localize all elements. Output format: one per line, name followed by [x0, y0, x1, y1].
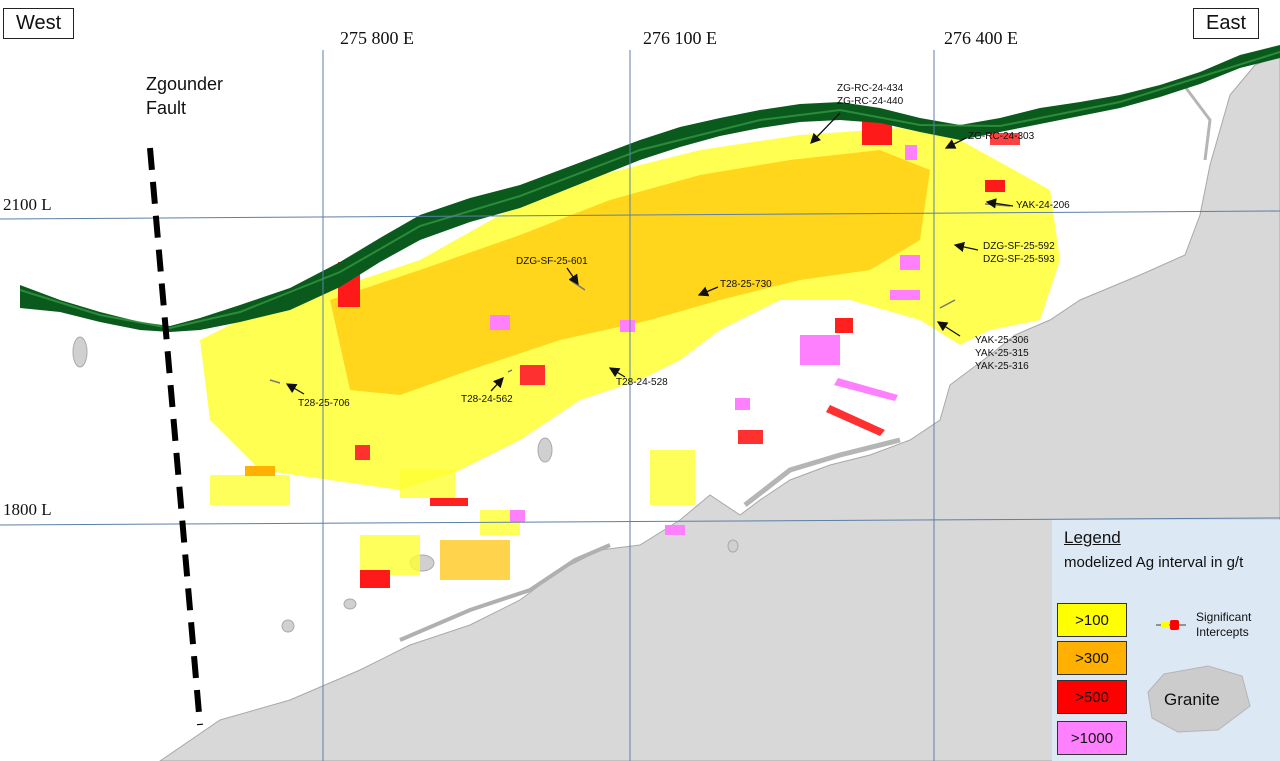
drillhole-label-zg-rc-303: ZG-RC-24-303 — [968, 131, 1035, 142]
drillhole-label-dzg-sf-601: DZG-SF-25-601 — [516, 256, 588, 267]
fault-label: Zgounder Fault — [146, 74, 224, 118]
drillhole-label-t28-24-562: T28-24-562 — [461, 394, 513, 405]
level-label-2100: 2100 L — [3, 195, 52, 214]
granite-swatch-icon — [1147, 665, 1251, 733]
zgounder-fault-line — [147, 147, 203, 726]
legend-swatch-1000: >1000 — [1057, 721, 1127, 755]
legend-intercepts-label: Significant Intercepts — [1196, 610, 1252, 639]
legend-subtitle: modelized Ag interval in g/t — [1064, 554, 1244, 571]
drillhole-label-t28-25-706: T28-25-706 — [298, 398, 350, 409]
drillhole-label-yak-24-206: YAK-24-206 — [1016, 200, 1070, 211]
east-label: East — [1193, 8, 1260, 39]
legend-granite-label: Granite — [1164, 690, 1220, 709]
level-label-1800: 1800 L — [3, 500, 52, 519]
drillhole-label-zg-rc-434-440: ZG-RC-24-434 ZG-RC-24-440 — [837, 83, 904, 107]
drillhole-label-dzg-sf-592-593: DZG-SF-25-592 DZG-SF-25-593 — [983, 241, 1055, 265]
intercept-symbol-icon — [1156, 620, 1186, 630]
drillhole-label-yak-25-306-315-316: YAK-25-306 YAK-25-315 YAK-25-316 — [975, 335, 1029, 372]
easting-label-276100: 276 100 E — [643, 28, 717, 48]
level-gridline-2100 — [0, 210, 1280, 220]
level-gridline-1800 — [0, 517, 1280, 526]
legend-panel: Legend modelized Ag interval in g/t >100… — [1052, 520, 1280, 761]
legend-swatch-300: >300 — [1057, 641, 1127, 675]
legend-title: Legend — [1064, 528, 1121, 547]
legend-swatch-100: >100 — [1057, 603, 1127, 637]
drillhole-label-t28-25-730: T28-25-730 — [720, 279, 772, 290]
easting-label-276400: 276 400 E — [944, 28, 1018, 48]
legend-swatch-500: >500 — [1057, 680, 1127, 714]
drillhole-label-t28-24-528: T28-24-528 — [616, 377, 668, 388]
west-label: West — [3, 8, 75, 39]
granite-body — [159, 54, 1280, 761]
easting-label-275800: 275 800 E — [340, 28, 414, 48]
